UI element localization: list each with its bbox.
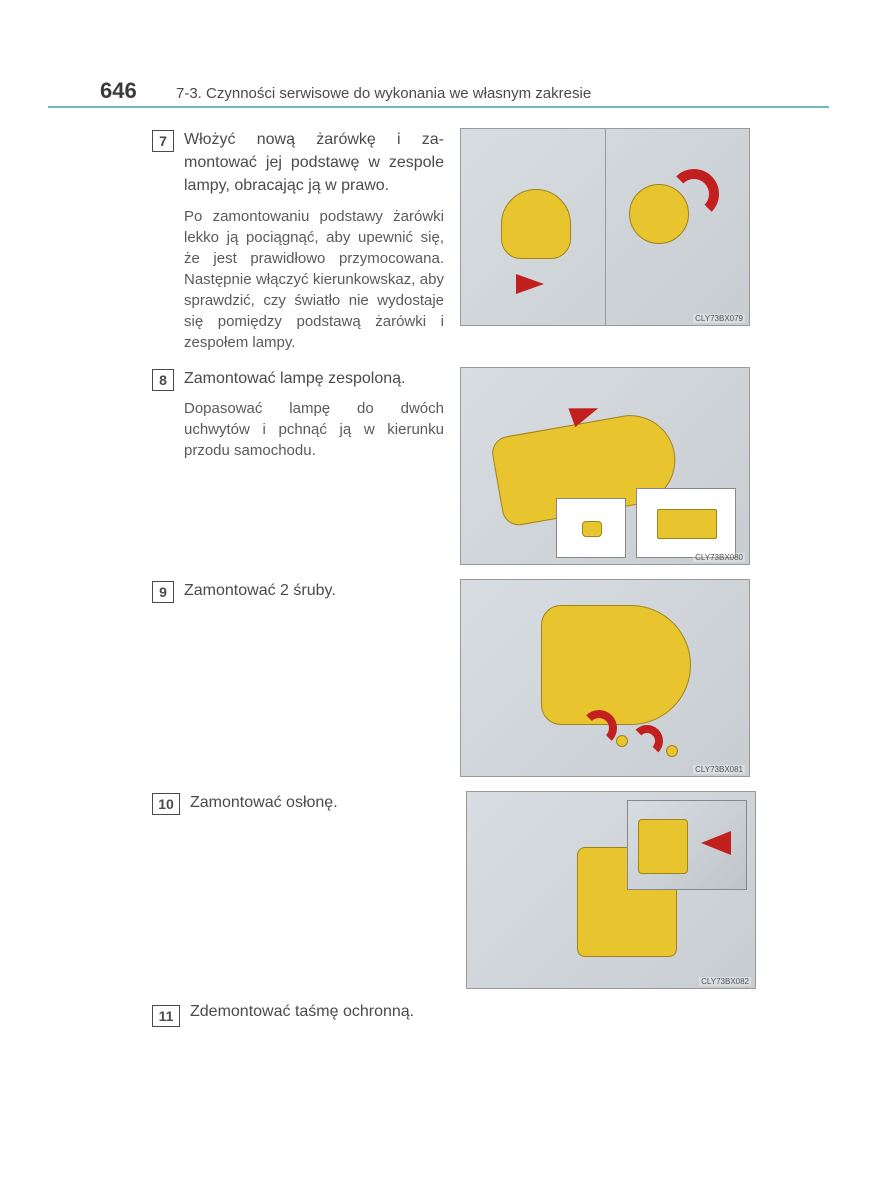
step-number-box: 7	[152, 130, 174, 152]
step-description: Dopasować lampę do dwóch uchwytów i pchn…	[184, 398, 444, 461]
step-10: 10 Zamontować osłonę. CLY73BX082	[152, 791, 827, 989]
section-heading: 7-3. Czynności serwisowe do wykonania we…	[176, 85, 591, 102]
step-illustration: CLY73BX081	[460, 579, 750, 777]
page-number: 646	[100, 78, 176, 104]
step-illustration: CLY73BX080	[460, 367, 750, 565]
step-7: 7 Włożyć nową żarówkę i za­montować jej …	[152, 128, 827, 353]
image-reference: CLY73BX082	[699, 977, 751, 986]
step-11: 11 Zdemontować taśmę ochronną.	[152, 1003, 827, 1027]
step-title: Zdemontować taśmę ochronną.	[190, 1003, 414, 1021]
page-header: 646 7-3. Czynności serwisowe do wykonani…	[100, 78, 827, 104]
step-title: Zamontować 2 śruby.	[184, 579, 444, 602]
step-8: 8 Zamontować lampę zespo­loną. Dopasować…	[152, 367, 827, 565]
image-reference: CLY73BX081	[693, 765, 745, 774]
step-number-box: 8	[152, 369, 174, 391]
step-title: Włożyć nową żarówkę i za­montować jej po…	[184, 128, 444, 198]
step-number-box: 10	[152, 793, 180, 815]
image-reference: CLY73BX080	[693, 553, 745, 562]
step-title: Zamontować osłonę.	[190, 791, 450, 814]
step-number-box: 11	[152, 1005, 180, 1027]
step-number-box: 9	[152, 581, 174, 603]
header-divider	[48, 106, 829, 108]
step-title: Zamontować lampę zespo­loną.	[184, 367, 444, 390]
step-9: 9 Zamontować 2 śruby. CLY73BX081	[152, 579, 827, 777]
image-reference: CLY73BX079	[693, 314, 745, 323]
step-illustration: CLY73BX079	[460, 128, 750, 326]
step-illustration: CLY73BX082	[466, 791, 756, 989]
step-description: Po zamontowaniu podstawy ża­rówki lekko …	[184, 206, 444, 353]
